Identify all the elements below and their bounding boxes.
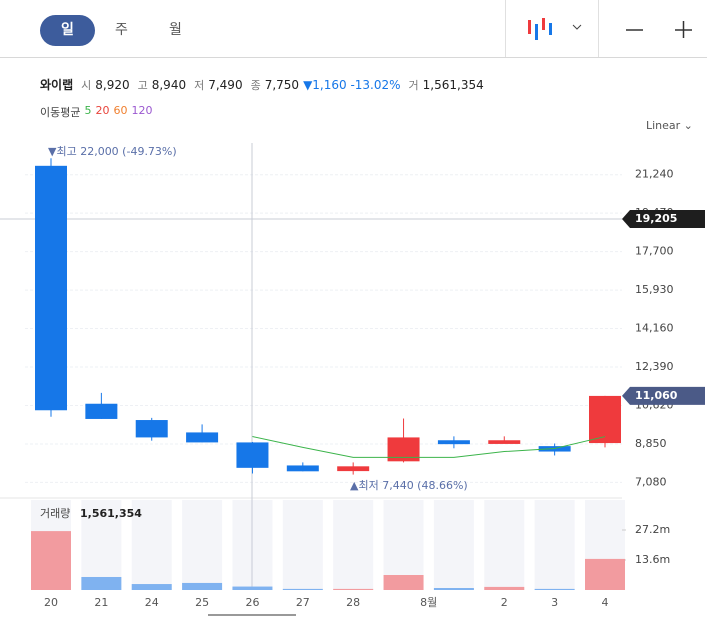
x-tick-label: 2 [501, 596, 508, 609]
volume-column-bg [282, 500, 323, 590]
y-tick-label: 15,930 [635, 283, 674, 296]
change: ▼1,160 -13.02% [303, 78, 401, 92]
candle-body [337, 466, 370, 472]
toolbar-icons[interactable] [0, 0, 707, 57]
stock-name: 와이랩 [40, 78, 74, 92]
candle-body [437, 440, 470, 445]
volume-column-bg [81, 500, 122, 590]
candle-body [135, 420, 168, 438]
volume-bar [433, 588, 474, 590]
volume-column-bg [585, 500, 625, 590]
tab[interactable]: 주 [115, 22, 128, 38]
ma-item[interactable]: 5 [84, 104, 92, 117]
volume-bar [585, 558, 625, 590]
volume-column-bg [131, 500, 172, 590]
separator [505, 0, 506, 57]
volume-bar [484, 586, 525, 590]
y-tick-label: 14,160 [635, 322, 674, 335]
x-tick-label: 26 [245, 596, 259, 609]
ma-item[interactable]: 60 [113, 104, 128, 117]
x-tick-label: 25 [195, 596, 209, 609]
x-tick-label: 4 [602, 596, 609, 609]
candle-body [488, 440, 521, 444]
summary: 와이랩 시 8,920 고 8,940 저 7,490 종 7,750 ▼1,160 -… [40, 76, 484, 93]
volume-column-bg [484, 500, 525, 590]
x-tick-label: 27 [296, 596, 310, 609]
x-tick-label: 24 [145, 596, 159, 609]
value: 7,750 [264, 78, 300, 92]
y-tick-label: 12,390 [635, 360, 674, 373]
label: 시 [81, 79, 92, 92]
volume-column-bg [433, 500, 474, 590]
candle-body [85, 403, 118, 419]
volume-column-bg [333, 500, 374, 590]
x-tick-label: 3 [551, 596, 558, 609]
volume-bar [81, 576, 122, 590]
candle-body [589, 395, 621, 444]
ma-item[interactable]: 20 [95, 104, 110, 117]
volume-value: 1,561,354 [80, 507, 142, 520]
y-tick-label: 19,470 [635, 206, 674, 219]
chart-type-icon[interactable] [528, 18, 552, 40]
value: 7,490 [208, 78, 243, 92]
crosshair-price-box [622, 209, 705, 228]
x-tick-label: 20 [44, 596, 58, 609]
label: 저 [194, 79, 205, 92]
volume-bar [534, 588, 575, 590]
volume-bar [333, 588, 374, 590]
high-annotation: ▼최고 22,000 (-49.73%) [48, 145, 177, 158]
candle-body [387, 437, 420, 462]
y-tick-label: 8,850 [635, 437, 667, 450]
candle-body [236, 442, 269, 468]
y-tick-label: 21,240 [635, 168, 674, 181]
label: 고 [137, 79, 148, 92]
toolbar: 일 주 월 [0, 0, 707, 58]
scale-menu[interactable]: Linear ⌄ [646, 119, 693, 132]
crosshair-price-label: 19,205 [635, 212, 677, 225]
candle-body [286, 465, 319, 472]
ma-line [252, 436, 606, 458]
volume-column-bg [534, 500, 575, 590]
volume-bar [31, 531, 71, 590]
y-tick-label: 17,700 [635, 245, 674, 258]
volume-bar [131, 584, 172, 590]
low-annotation: ▲최저 7,440 (48.66%) [350, 479, 468, 492]
separator [598, 0, 599, 57]
candle-body [35, 165, 67, 411]
volume-tick-label: 27.2m [635, 523, 670, 536]
last-price-label: 11,060 [635, 389, 678, 402]
value: 8,940 [151, 78, 187, 92]
label: 거 [408, 79, 419, 92]
volume-column-bg [383, 500, 424, 590]
label: 종 [250, 79, 261, 92]
volume-tick-label: 13.6m [635, 553, 670, 566]
y-tick-label: 10,620 [635, 398, 674, 411]
y-tick-label: 7,080 [635, 475, 667, 488]
volume-bar [282, 588, 323, 590]
volume-bar [232, 586, 273, 590]
dropdown-icon[interactable] [572, 24, 582, 30]
volume-bar [182, 582, 223, 590]
scale-text: Linear [646, 119, 681, 132]
ma-item[interactable]: 120 [131, 104, 153, 117]
ma-legend: 이동평균 5 20 60 120 [40, 104, 152, 120]
tab[interactable]: 월 [169, 22, 182, 38]
value: 1,561,354 [422, 78, 484, 92]
x-month-label: 8월 [420, 596, 437, 609]
last-price-box [622, 386, 705, 405]
zoom-in[interactable] [675, 21, 692, 38]
x-tick-label: 21 [94, 596, 108, 609]
volume-column-bg [232, 500, 273, 590]
volume-column-bg [182, 500, 223, 590]
x-tick-label: 28 [346, 596, 360, 609]
volume-bar [383, 575, 424, 590]
tab[interactable]: 일 [40, 15, 95, 46]
value: 8,920 [95, 78, 130, 92]
candle-body [538, 446, 571, 452]
volume-title: 거래량 [40, 507, 70, 520]
volume-column-bg [31, 500, 71, 590]
candle-body [186, 432, 219, 443]
ma-label: 이동평균 [40, 106, 81, 119]
